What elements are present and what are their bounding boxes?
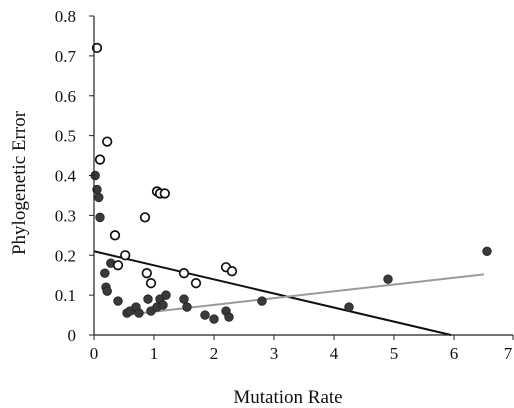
data-point-filled (113, 296, 123, 306)
x-tick-label: 3 (270, 344, 279, 363)
data-point-open (102, 136, 113, 147)
x-tick-label: 4 (330, 344, 339, 363)
data-point-open (120, 250, 131, 261)
axes: 0 1 2 3 4 5 6 7 0 0.1 0.2 0.3 0.4 0.5 0.6 0.7 0.8 (55, 7, 514, 363)
trendline (93, 250, 452, 336)
x-tick-label: 1 (150, 344, 159, 363)
trendline (123, 273, 485, 317)
x-tick-label: 5 (390, 344, 399, 363)
y-tick-label: 0.2 (55, 246, 76, 265)
data-point-filled (94, 192, 104, 203)
data-point-filled (182, 302, 192, 312)
x-axis-title: Mutation Rate (233, 387, 342, 408)
plot-marks (90, 42, 492, 336)
data-point-filled (158, 300, 168, 310)
data-point-filled (209, 314, 219, 324)
data-point-filled (95, 212, 105, 223)
data-point-open (178, 268, 190, 279)
data-point-filled (161, 290, 171, 300)
x-tick-label: 2 (210, 344, 219, 363)
data-point-filled (224, 312, 234, 322)
data-point-filled (100, 268, 110, 278)
y-tick-label: 0.6 (55, 87, 76, 106)
data-point-filled (344, 302, 354, 312)
data-point-open (190, 278, 202, 289)
data-point-open (145, 278, 157, 289)
y-tick-label: 0.8 (55, 7, 76, 26)
y-tick-label: 0.7 (55, 47, 77, 66)
data-point-filled (482, 246, 492, 256)
data-point-open (91, 42, 103, 54)
data-point-open (141, 268, 152, 279)
data-point-filled (383, 274, 393, 284)
data-point-filled (200, 310, 210, 320)
data-point-open (159, 188, 170, 199)
x-tick-label: 0 (90, 344, 99, 363)
data-point-filled (257, 296, 267, 306)
data-point-open (226, 266, 238, 277)
data-point-filled (134, 308, 144, 318)
data-point-open (139, 212, 151, 223)
data-point-filled (102, 286, 112, 296)
data-point-filled (179, 294, 189, 304)
data-point-filled (143, 294, 153, 304)
y-tick-label: 0.1 (55, 286, 76, 305)
y-tick-label: 0.5 (55, 127, 76, 146)
y-tick-label: 0 (68, 326, 77, 345)
y-tick-label: 0.4 (55, 167, 77, 186)
y-axis-title: Phylogenetic Error (9, 110, 30, 255)
x-tick-label: 6 (450, 344, 459, 363)
y-tick-label: 0.3 (55, 206, 76, 225)
data-point-open (94, 154, 106, 165)
data-point-open (112, 260, 124, 271)
data-point-open (109, 230, 121, 241)
x-tick-label: 7 (504, 344, 513, 363)
